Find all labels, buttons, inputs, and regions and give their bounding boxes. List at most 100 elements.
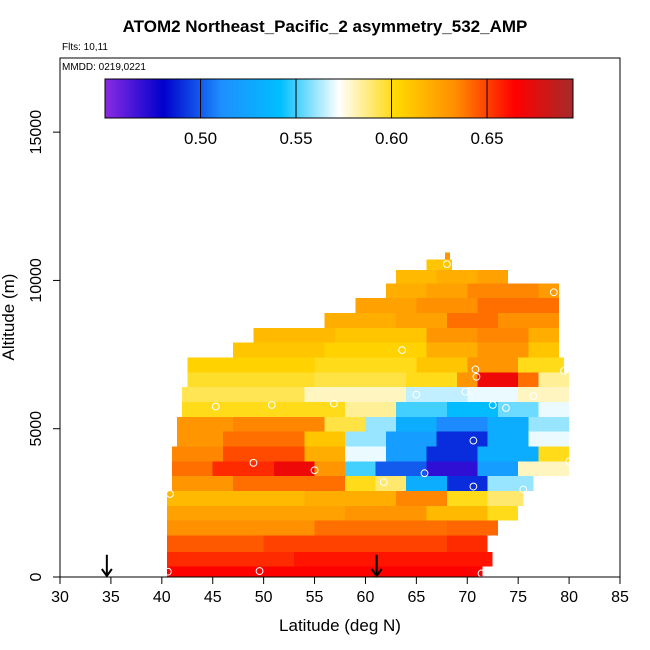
x-tick-label: 40 bbox=[153, 589, 171, 606]
heatmap-cell bbox=[446, 313, 498, 328]
heatmap-cell bbox=[477, 327, 529, 343]
colorbar-tick-label: 0.50 bbox=[184, 129, 217, 148]
heatmap-cell bbox=[396, 270, 437, 284]
sample-point bbox=[249, 458, 258, 467]
x-axis: 30 35 40 45 50 55 60 65 70 75 80 85 bbox=[51, 577, 629, 606]
heatmap-cell bbox=[304, 431, 346, 447]
heatmap-cell bbox=[166, 490, 305, 506]
heatmap-cell bbox=[482, 551, 493, 567]
x-tick-label: 65 bbox=[407, 589, 425, 606]
x-tick-label: 35 bbox=[102, 589, 120, 606]
heatmap-cell bbox=[172, 461, 213, 477]
sample-point bbox=[488, 401, 497, 409]
heatmap-cell bbox=[222, 446, 305, 462]
heatmap-cell bbox=[528, 431, 570, 447]
heatmap-cell bbox=[416, 298, 478, 314]
heatmap-cell bbox=[182, 387, 305, 403]
date-note: MMDD: 0219,0221 bbox=[62, 62, 146, 73]
heatmap-cell bbox=[324, 342, 427, 358]
sample-point bbox=[329, 399, 338, 408]
heatmap-cell bbox=[166, 535, 264, 552]
heatmap-cell bbox=[314, 520, 447, 536]
x-tick-label: 50 bbox=[255, 589, 273, 606]
heatmap-cell bbox=[233, 416, 325, 432]
x-tick-label: 60 bbox=[357, 589, 375, 606]
x-tick-label: 80 bbox=[560, 589, 578, 606]
heatmap-cell bbox=[177, 431, 223, 447]
flights-note: Flts: 10,11 bbox=[62, 42, 108, 53]
heatmap-cell bbox=[345, 476, 376, 491]
heatmap-cell bbox=[477, 342, 529, 358]
y-tick-label: 5000 bbox=[28, 411, 45, 447]
heatmap-cell bbox=[212, 461, 274, 477]
heatmap-cell bbox=[446, 476, 488, 491]
heatmap-cell bbox=[375, 476, 407, 491]
heatmap-cell bbox=[253, 327, 335, 343]
heatmap-cell bbox=[166, 566, 483, 577]
flight-arrows bbox=[101, 554, 383, 578]
flight-arrow bbox=[101, 554, 113, 578]
heatmap-cell bbox=[487, 505, 519, 521]
heatmap-cell bbox=[345, 461, 376, 477]
heatmap-cell bbox=[497, 313, 559, 328]
heatmap-cell bbox=[477, 270, 508, 284]
sample-point bbox=[549, 288, 558, 297]
heatmap-cell bbox=[334, 327, 427, 343]
heatmap-cell bbox=[467, 283, 539, 299]
heatmap-cell bbox=[416, 357, 468, 373]
heatmap-cell bbox=[446, 402, 498, 417]
heatmap-cell bbox=[385, 446, 427, 462]
heatmap-cell bbox=[426, 446, 478, 462]
sample-point bbox=[560, 366, 568, 375]
heatmap-cell bbox=[406, 372, 458, 388]
heatmap-cell bbox=[426, 342, 478, 358]
colorbar: 0.50 0.55 0.60 0.65 bbox=[104, 78, 574, 148]
heatmap-cell bbox=[436, 431, 488, 447]
heatmap-cell bbox=[446, 535, 488, 552]
heatmap-cell bbox=[518, 387, 570, 403]
heatmap-cell bbox=[467, 357, 519, 373]
sample-point bbox=[164, 567, 172, 576]
heatmap-cell bbox=[385, 431, 437, 447]
heatmap-cell bbox=[304, 490, 396, 506]
x-tick-label: 30 bbox=[51, 589, 69, 606]
sample-point bbox=[420, 469, 429, 478]
sample-point bbox=[255, 567, 264, 575]
colorbar-tick-label: 0.55 bbox=[279, 129, 312, 148]
x-tick-label: 85 bbox=[611, 589, 629, 606]
heatmap-cell bbox=[477, 372, 519, 388]
heatmap-cell bbox=[477, 461, 519, 477]
y-tick-label: 15000 bbox=[28, 110, 45, 155]
heatmap-cell bbox=[457, 372, 478, 388]
heatmap-cell bbox=[528, 342, 559, 358]
sample-point bbox=[461, 387, 470, 396]
heatmap-cell bbox=[487, 416, 529, 432]
heatmap-cell bbox=[182, 402, 346, 417]
heatmap-cell bbox=[528, 416, 570, 432]
heatmap-cell bbox=[467, 387, 519, 403]
x-tick-label: 55 bbox=[306, 589, 324, 606]
heatmap-cell bbox=[222, 431, 305, 447]
heatmap-cell bbox=[426, 327, 478, 343]
sample-point bbox=[471, 365, 480, 374]
sample-point bbox=[443, 260, 451, 269]
sample-point bbox=[211, 402, 220, 411]
heatmap-cell bbox=[538, 283, 559, 299]
heatmap-cell bbox=[314, 372, 407, 388]
heatmap-cell bbox=[446, 520, 498, 536]
heatmap-cell bbox=[396, 313, 447, 328]
y-tick-label: 0 bbox=[28, 572, 45, 581]
sample-point bbox=[519, 485, 528, 494]
heatmap-cell bbox=[324, 416, 366, 432]
heatmap-cell bbox=[426, 505, 488, 521]
x-axis-label: Latitude (deg N) bbox=[279, 616, 401, 635]
heatmap-cell bbox=[324, 313, 396, 328]
heatmap-cell bbox=[426, 283, 468, 299]
heatmap-cell bbox=[497, 402, 539, 417]
heatmap-cell bbox=[273, 461, 315, 477]
heatmap-cell bbox=[365, 416, 396, 432]
heatmap-cell bbox=[538, 402, 570, 417]
heatmap-cell bbox=[538, 446, 570, 462]
heatmap-cell bbox=[172, 476, 234, 491]
